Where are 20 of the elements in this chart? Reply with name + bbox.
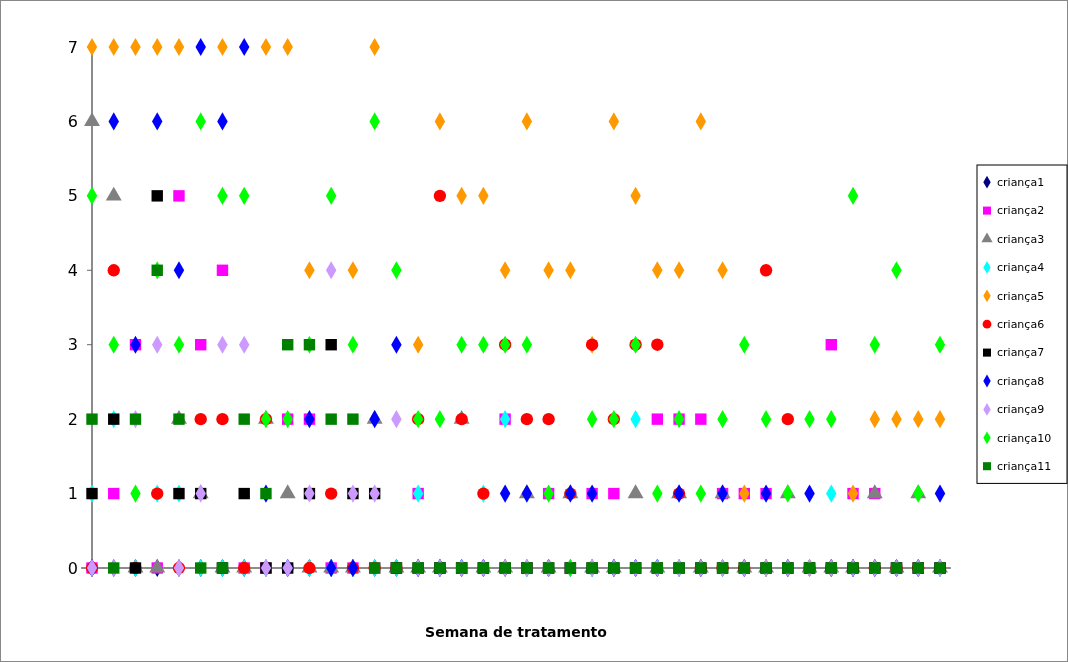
y-tick-label: 4 (67, 260, 78, 280)
legend-label: criança9 (997, 403, 1045, 417)
legend-label: criança7 (997, 346, 1045, 360)
y-tick-label: 3 (67, 335, 78, 355)
legend-label: criança8 (997, 374, 1045, 388)
y-tick-label: 5 (67, 186, 78, 206)
y-tick-label: 0 (67, 558, 78, 578)
legend-label: criança3 (997, 232, 1045, 246)
y-tick-label: 6 (67, 112, 78, 132)
legend-label: criança6 (997, 318, 1045, 332)
y-tick-label: 2 (67, 409, 78, 429)
legend-label: criança1 (997, 176, 1045, 190)
y-tick-label: 1 (67, 484, 78, 504)
legend-label: criança2 (997, 204, 1045, 218)
y-tick-label: 7 (67, 37, 78, 57)
legend-label: criança10 (997, 431, 1052, 445)
legend-label: criança5 (997, 289, 1045, 303)
legend-label: criança4 (997, 261, 1045, 275)
legend-label: criança11 (997, 460, 1052, 474)
x-axis-title: Semana de tratamento (425, 624, 608, 640)
